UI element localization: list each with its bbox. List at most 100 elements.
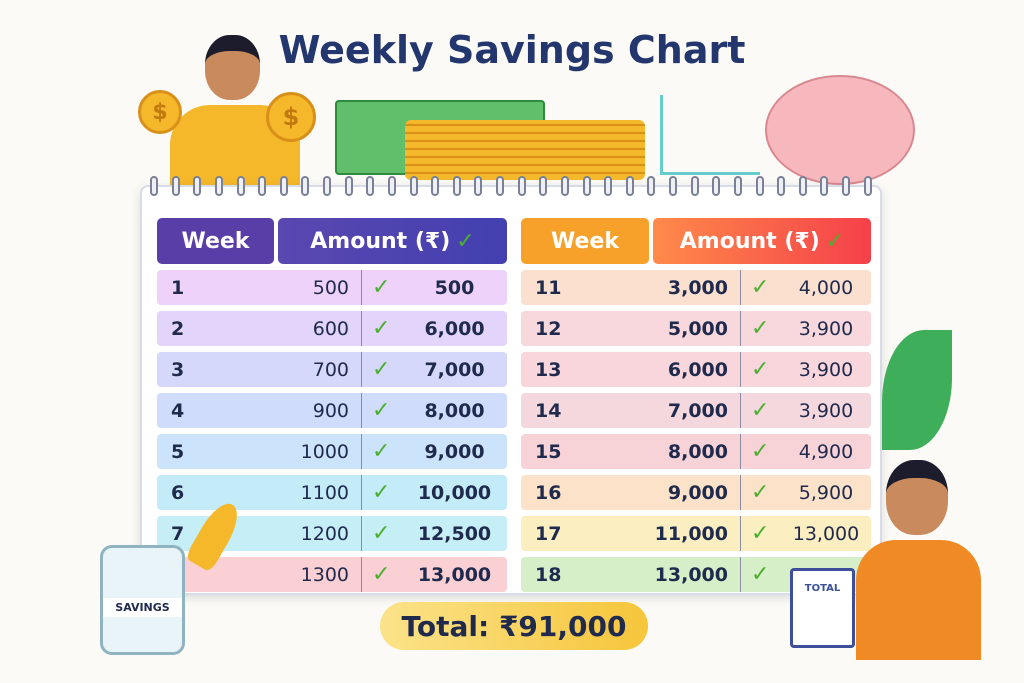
table-row: 12 5,000 ✓ 3,900	[521, 311, 871, 346]
check-icon: ✓	[372, 316, 391, 341]
week-cell: 7	[171, 522, 185, 545]
header-week: Week	[521, 218, 649, 264]
binder-ring	[669, 176, 677, 196]
binder-ring	[409, 176, 418, 196]
binder-ring	[171, 176, 180, 196]
check-icon: ✓	[372, 562, 391, 587]
cumulative-cell: 3,900	[798, 358, 854, 381]
week-cell: 6	[171, 481, 185, 504]
check-icon: ✓	[751, 521, 770, 546]
amount-cell: 1100	[277, 475, 362, 510]
cumulative-cell: 13,000	[792, 522, 860, 545]
binder-ring	[279, 176, 288, 196]
binder-ring	[193, 176, 202, 196]
savings-table-left: Week Amount (₹) ✓ 1 500 ✓ 500 2 600 ✓ 6,00…	[157, 218, 507, 598]
cumulative-cell: 9,000	[424, 440, 485, 463]
table-row: 3 700 ✓ 7,000	[157, 352, 507, 387]
woman-illustration	[856, 460, 986, 660]
week-cell: 12	[535, 317, 562, 340]
binder-ring	[496, 176, 504, 196]
check-icon: ✓	[751, 316, 770, 341]
binder-ring	[517, 176, 526, 196]
binder-ring	[755, 176, 764, 196]
binder-ring	[301, 176, 310, 196]
check-icon: ✓	[751, 398, 770, 423]
amount-cell: 5,000	[641, 311, 741, 346]
binder-ring	[647, 176, 656, 196]
header-amount-label: Amount (₹)	[310, 228, 451, 254]
amount-cell: 600	[277, 311, 362, 346]
binder-ring	[863, 176, 872, 196]
amount-cell: 11,000	[641, 516, 741, 551]
binder-ring	[820, 176, 829, 196]
binder-ring	[323, 176, 331, 196]
check-icon: ✓	[372, 439, 391, 464]
week-cell: 18	[535, 563, 562, 586]
cumulative-cell: 4,000	[798, 276, 854, 299]
table-row: 1 500 ✓ 500	[157, 270, 507, 305]
week-cell: 3	[171, 358, 185, 381]
binder-rings	[150, 176, 872, 196]
amount-cell: 500	[277, 270, 362, 305]
check-icon: ✓	[751, 439, 770, 464]
table-row: 5 1000 ✓ 9,000	[157, 434, 507, 469]
week-cell: 11	[535, 276, 562, 299]
binder-ring	[625, 176, 634, 196]
amount-cell: 7,000	[641, 393, 741, 428]
check-icon: ✓	[751, 562, 770, 587]
binder-ring	[712, 176, 721, 196]
week-cell: 2	[171, 317, 185, 340]
header-week: Week	[157, 218, 274, 264]
amount-cell: 3,000	[641, 270, 741, 305]
binder-ring	[344, 176, 353, 196]
table-row: 16 9,000 ✓ 5,900	[521, 475, 871, 510]
amount-cell: 900	[277, 393, 362, 428]
table-row: 15 8,000 ✓ 4,900	[521, 434, 871, 469]
amount-cell: 1000	[277, 434, 362, 469]
total-badge: Total: ₹91,000	[380, 602, 648, 650]
cumulative-cell: 5,900	[798, 481, 854, 504]
binder-ring	[258, 176, 267, 196]
binder-ring	[690, 176, 699, 196]
table-row: 6 1100 ✓ 10,000	[157, 475, 507, 510]
page-title: Weekly Savings Chart	[278, 28, 746, 72]
jar-label: SAVINGS	[103, 598, 182, 617]
amount-cell: 13,000	[641, 557, 741, 592]
week-cell: 4	[171, 399, 185, 422]
header-amount: Amount (₹) ✓	[653, 218, 871, 264]
week-cell: 5	[171, 440, 185, 463]
table-row: 2 600 ✓ 6,000	[157, 311, 507, 346]
binder-ring	[582, 176, 591, 196]
savings-jar-illustration: SAVINGS	[100, 545, 185, 655]
binder-ring	[560, 176, 569, 196]
cumulative-cell: 500	[434, 276, 475, 299]
amount-cell: 700	[277, 352, 362, 387]
cumulative-cell: 10,000	[417, 481, 492, 504]
clipboard-illustration: TOTAL	[790, 568, 855, 648]
binder-ring	[733, 176, 742, 196]
binder-ring	[604, 176, 613, 196]
binder-ring	[236, 176, 245, 196]
week-cell: 1	[171, 276, 185, 299]
cumulative-cell: 7,000	[424, 358, 485, 381]
binder-ring	[150, 176, 158, 196]
week-cell: 17	[535, 522, 562, 545]
binder-ring	[366, 176, 375, 196]
binder-ring	[842, 176, 850, 196]
binder-ring	[539, 176, 548, 196]
man-illustration	[170, 35, 320, 185]
cumulative-cell: 12,500	[417, 522, 492, 545]
week-cell: 15	[535, 440, 562, 463]
header-amount: Amount (₹) ✓	[278, 218, 507, 264]
cumulative-cell: 3,900	[798, 399, 854, 422]
binder-ring	[387, 176, 396, 196]
table-row: 13 6,000 ✓ 3,900	[521, 352, 871, 387]
table-row: 11 3,000 ✓ 4,000	[521, 270, 871, 305]
amount-cell: 8,000	[641, 434, 741, 469]
cumulative-cell: 3,900	[798, 317, 854, 340]
growth-chart-illustration	[660, 95, 760, 175]
coin-icon: $	[138, 90, 182, 134]
table-row: 4 900 ✓ 8,000	[157, 393, 507, 428]
cumulative-cell: 8,000	[424, 399, 485, 422]
week-cell: 13	[535, 358, 562, 381]
